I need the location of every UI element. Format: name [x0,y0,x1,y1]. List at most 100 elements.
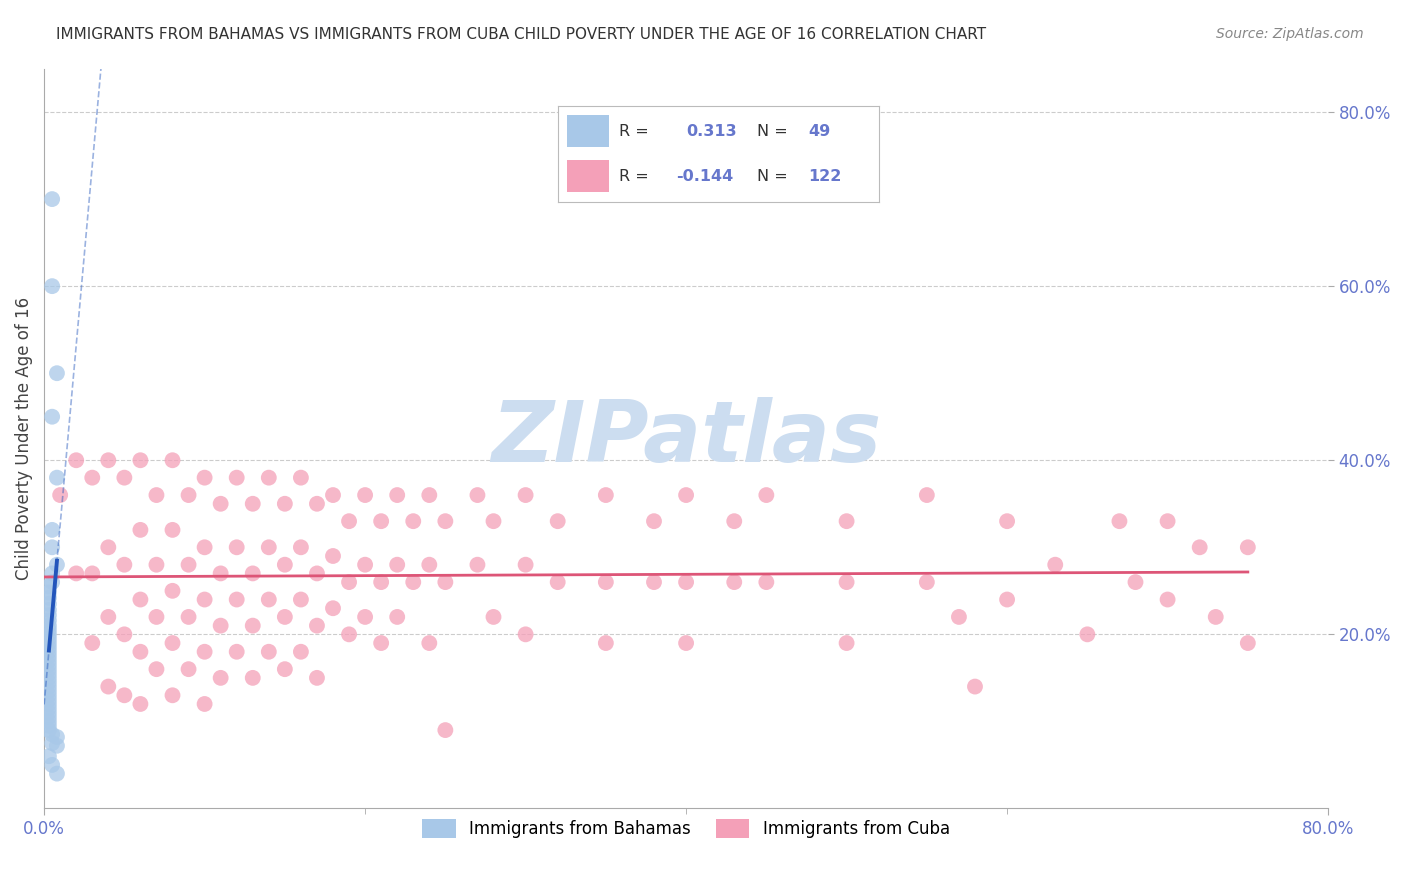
Point [38,714,60,729]
Point [38,684,60,698]
Legend: Immigrants from Bahamas, Immigrants from Cuba: Immigrants from Bahamas, Immigrants from… [416,812,956,845]
Point [112,627,135,641]
Point [595,575,617,590]
Point [354,558,377,572]
Point [418,558,440,572]
Point [38,627,60,641]
Point [322,488,344,502]
Point [467,558,489,572]
Point [38,675,60,690]
Point [46,470,69,484]
Point [38,597,60,611]
Point [242,566,264,581]
Point [129,453,152,467]
Point [41,279,63,293]
Point [194,592,217,607]
Point [38,706,60,720]
Point [370,636,392,650]
Point [257,541,280,555]
Point [82,636,104,650]
Point [38,653,60,667]
Text: IMMIGRANTS FROM BAHAMAS VS IMMIGRANTS FROM CUBA CHILD POVERTY UNDER THE AGE OF 1: IMMIGRANTS FROM BAHAMAS VS IMMIGRANTS FR… [56,27,987,42]
Point [305,497,328,511]
Point [38,614,60,628]
Point [1108,514,1130,528]
Point [194,697,217,711]
Point [97,610,120,624]
Point [38,671,60,685]
Point [129,697,152,711]
Point [755,575,778,590]
Point [723,514,745,528]
Point [482,610,505,624]
Point [38,603,60,617]
Point [38,666,60,681]
Point [643,575,665,590]
Point [38,645,60,659]
Point [995,592,1018,607]
Text: ZIPatlas: ZIPatlas [491,397,882,480]
Point [162,583,184,598]
Point [145,610,167,624]
Point [194,645,217,659]
Point [547,514,569,528]
Point [41,758,63,772]
Point [177,610,200,624]
Point [290,645,312,659]
Point [46,366,69,380]
Point [948,610,970,624]
Point [97,680,120,694]
Point [38,640,60,655]
Point [112,558,135,572]
Point [129,592,152,607]
Point [225,592,247,607]
Point [38,710,60,724]
Point [65,566,87,581]
Point [38,692,60,706]
Point [515,558,537,572]
Point [41,736,63,750]
Point [38,608,60,623]
Point [38,636,60,650]
Point [595,636,617,650]
Text: Source: ZipAtlas.com: Source: ZipAtlas.com [1216,27,1364,41]
Point [145,662,167,676]
Point [322,549,344,563]
Point [467,488,489,502]
Point [46,739,69,753]
Point [194,541,217,555]
Point [305,566,328,581]
Point [1156,514,1178,528]
Point [129,645,152,659]
Point [274,662,297,676]
Point [1125,575,1147,590]
Point [209,497,232,511]
Point [97,453,120,467]
Point [38,680,60,694]
Point [1076,627,1098,641]
Point [515,627,537,641]
Point [387,488,409,502]
Point [209,671,232,685]
Point [547,575,569,590]
Point [337,514,360,528]
Point [835,514,858,528]
Point [38,591,60,605]
Point [595,488,617,502]
Point [1205,610,1227,624]
Point [194,470,217,484]
Point [162,688,184,702]
Point [322,601,344,615]
Point [38,623,60,637]
Point [402,514,425,528]
Point [38,723,60,737]
Point [305,618,328,632]
Point [41,409,63,424]
Point [38,719,60,733]
Point [675,636,697,650]
Point [129,523,152,537]
Point [209,566,232,581]
Point [995,514,1018,528]
Point [65,453,87,467]
Point [675,488,697,502]
